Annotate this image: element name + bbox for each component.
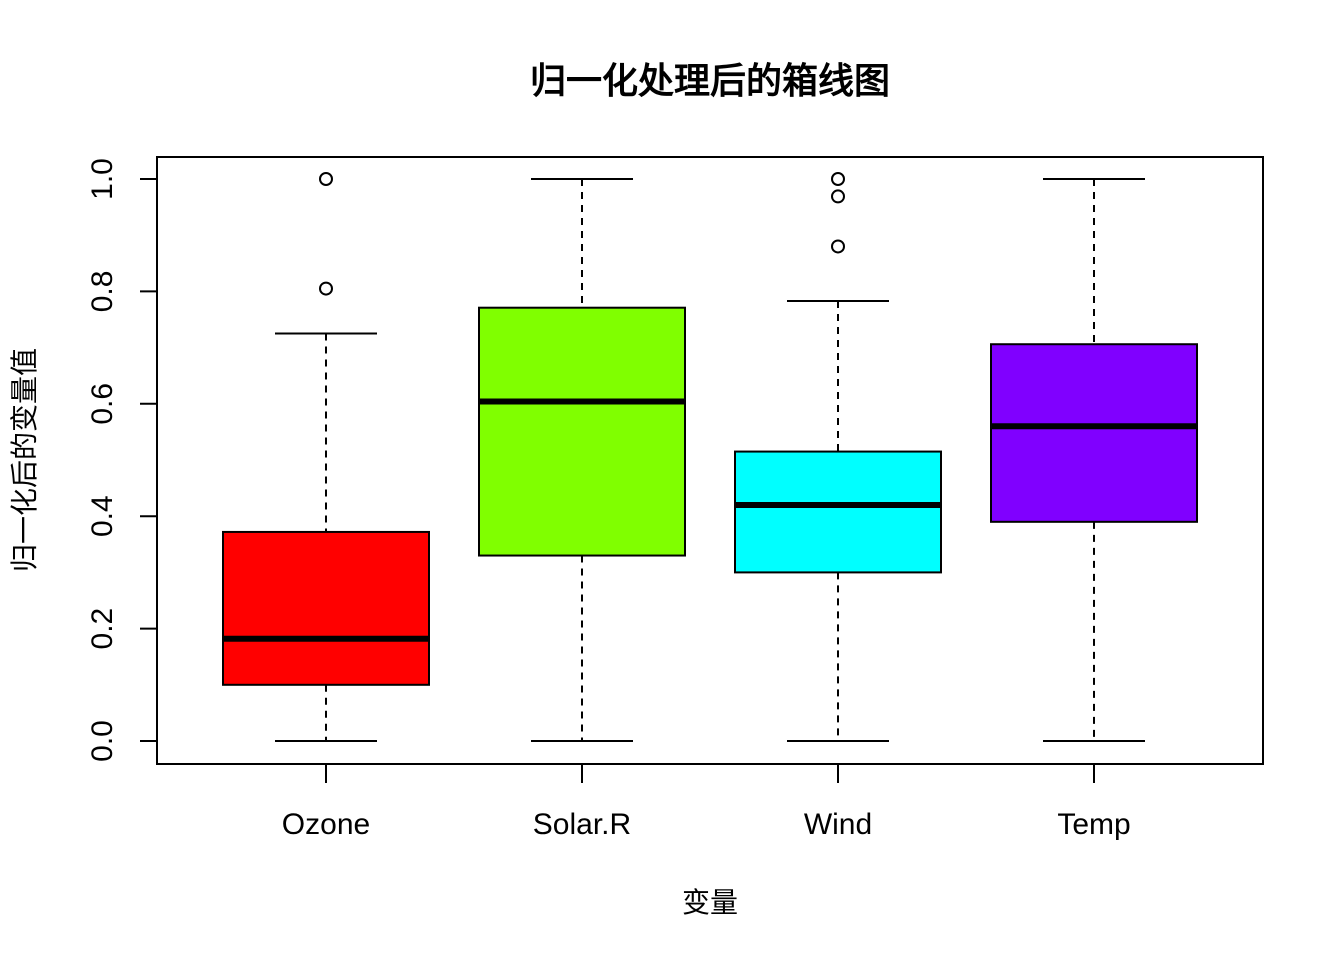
- box-temp: [990, 178, 1198, 742]
- x-tick-label: Wind: [804, 808, 872, 841]
- x-tick-label: Temp: [1057, 808, 1130, 841]
- box-solar-r: [478, 178, 686, 742]
- outlier-point: [831, 172, 845, 186]
- y-tick-label: 0.4: [86, 495, 119, 537]
- box-body: [478, 306, 686, 557]
- chart-title: 归一化处理后的箱线图: [530, 60, 890, 102]
- boxes-layer: [222, 172, 1198, 742]
- outlier-point: [319, 281, 333, 296]
- x-axis: Ozone Solar.R Wind Temp: [282, 764, 1131, 841]
- y-tick-label: 0.2: [86, 608, 119, 650]
- outlier-point: [831, 239, 845, 254]
- outlier-point: [831, 189, 845, 204]
- y-tick-label: 1.0: [86, 158, 119, 200]
- x-axis-title: 变量: [682, 886, 738, 919]
- box-body: [734, 450, 942, 574]
- y-tick-label: 0.6: [86, 383, 119, 425]
- box-wind: [734, 172, 942, 742]
- box-body: [990, 343, 1198, 523]
- y-axis: 0.0 0.2 0.4 0.6 0.8 1.0: [86, 158, 158, 762]
- box-ozone: [222, 172, 430, 742]
- x-tick-label: Solar.R: [533, 808, 631, 841]
- box-body: [222, 530, 430, 686]
- x-tick-label: Ozone: [282, 808, 370, 841]
- y-tick-label: 0.8: [86, 271, 119, 313]
- y-axis-title: 归一化后的变量值: [8, 348, 41, 572]
- y-tick-label: 0.0: [86, 720, 119, 762]
- outlier-point: [319, 172, 333, 186]
